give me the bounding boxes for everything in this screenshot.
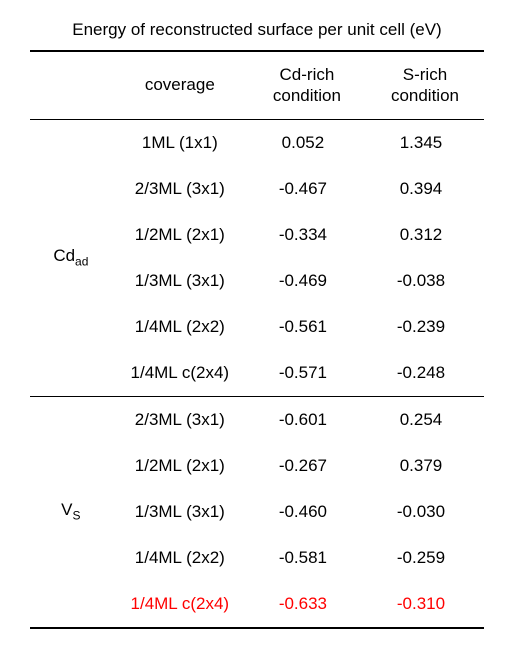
cell-coverage: 1/2ML (2x1) <box>112 443 248 489</box>
cell-coverage: 2/3ML (3x1) <box>112 396 248 443</box>
cell-coverage: 1/3ML (3x1) <box>112 258 248 304</box>
group-vs-body: VS2/3ML (3x1)-0.6010.2541/2ML (2x1)-0.26… <box>30 396 484 628</box>
group-cdad-body: Cdad1ML (1x1)0.0521.3452/3ML (3x1)-0.467… <box>30 119 484 396</box>
header-s-rich-line2: condition <box>391 86 459 105</box>
cell-s-rich: 1.345 <box>366 119 484 166</box>
group-label-main: V <box>61 500 72 519</box>
header-cd-rich: Cd-rich condition <box>248 52 366 119</box>
cell-s-rich: 0.254 <box>366 396 484 443</box>
cell-cd-rich: -0.601 <box>248 396 366 443</box>
group-label-sub: S <box>73 509 81 523</box>
header-coverage: coverage <box>112 52 248 119</box>
cell-cd-rich: -0.267 <box>248 443 366 489</box>
cell-cd-rich: -0.460 <box>248 489 366 535</box>
cell-cd-rich: -0.469 <box>248 258 366 304</box>
group-label-cdad: Cdad <box>30 119 112 396</box>
table-row: VS2/3ML (3x1)-0.6010.254 <box>30 396 484 443</box>
cell-cd-rich: -0.561 <box>248 304 366 350</box>
header-s-rich-line1: S-rich <box>403 65 447 84</box>
cell-coverage: 1/2ML (2x1) <box>112 212 248 258</box>
header-s-rich: S-rich condition <box>366 52 484 119</box>
table-row: Cdad1ML (1x1)0.0521.345 <box>30 119 484 166</box>
cell-cd-rich: -0.633 <box>248 581 366 628</box>
cell-cd-rich: -0.581 <box>248 535 366 581</box>
header-group <box>30 52 112 119</box>
header-cd-rich-line2: condition <box>273 86 341 105</box>
cell-s-rich: -0.239 <box>366 304 484 350</box>
cell-coverage: 1ML (1x1) <box>112 119 248 166</box>
cell-s-rich: -0.038 <box>366 258 484 304</box>
cell-cd-rich: -0.571 <box>248 350 366 397</box>
cell-s-rich: -0.310 <box>366 581 484 628</box>
group-label-sub: ad <box>75 255 88 269</box>
table-title: Energy of reconstructed surface per unit… <box>30 20 484 52</box>
cell-s-rich: 0.312 <box>366 212 484 258</box>
cell-s-rich: 0.394 <box>366 166 484 212</box>
cell-coverage: 2/3ML (3x1) <box>112 166 248 212</box>
header-cd-rich-line1: Cd-rich <box>280 65 335 84</box>
cell-s-rich: -0.030 <box>366 489 484 535</box>
cell-coverage: 1/4ML c(2x4) <box>112 350 248 397</box>
cell-cd-rich: -0.334 <box>248 212 366 258</box>
cell-s-rich: -0.248 <box>366 350 484 397</box>
group-label-main: Cd <box>53 246 75 265</box>
energy-table: coverage Cd-rich condition S-rich condit… <box>30 52 484 629</box>
cell-cd-rich: 0.052 <box>248 119 366 166</box>
cell-coverage: 1/4ML c(2x4) <box>112 581 248 628</box>
cell-coverage: 1/3ML (3x1) <box>112 489 248 535</box>
header-row: coverage Cd-rich condition S-rich condit… <box>30 52 484 119</box>
cell-coverage: 1/4ML (2x2) <box>112 304 248 350</box>
cell-s-rich: 0.379 <box>366 443 484 489</box>
cell-s-rich: -0.259 <box>366 535 484 581</box>
cell-cd-rich: -0.467 <box>248 166 366 212</box>
group-label-vs: VS <box>30 396 112 628</box>
cell-coverage: 1/4ML (2x2) <box>112 535 248 581</box>
